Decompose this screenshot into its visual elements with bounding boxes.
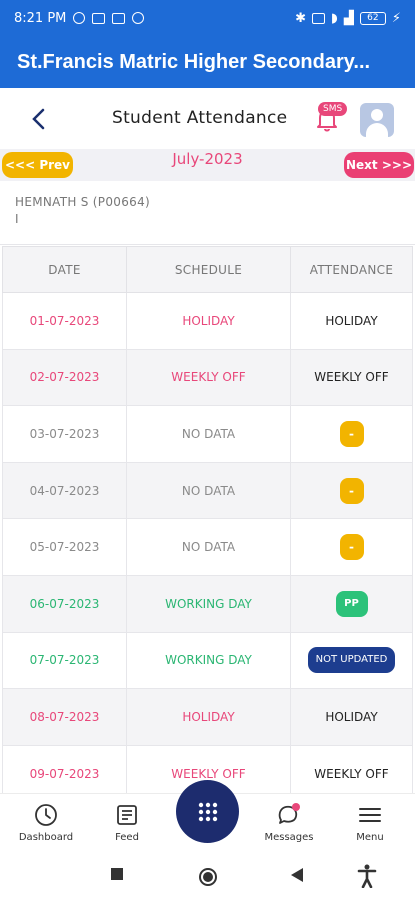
- attendance-cell: -: [290, 461, 413, 520]
- nav-messages[interactable]: Messages: [254, 802, 324, 843]
- column-header-date: DATE: [2, 246, 127, 293]
- attendance-badge[interactable]: NOT UPDATED: [307, 647, 396, 674]
- schedule-cell: HOLIDAY: [126, 292, 291, 350]
- keypad-fab-button[interactable]: [176, 780, 239, 843]
- avatar-head-icon: [371, 109, 383, 121]
- back-triangle-icon[interactable]: [290, 867, 304, 883]
- avatar-body-icon: [366, 123, 388, 137]
- attendance-text: HOLIDAY: [325, 709, 378, 724]
- chevron-left-icon: [32, 108, 45, 130]
- accessibility-icon[interactable]: [357, 864, 377, 888]
- avatar[interactable]: [360, 103, 394, 137]
- column-header-schedule: SCHEDULE: [126, 246, 291, 293]
- status-bar: 8:21 PM ✱ ◗ ▟ 62 ⚡: [0, 0, 415, 36]
- table-row[interactable]: 06-07-2023 WORKING DAY PP: [2, 574, 413, 633]
- table-row[interactable]: 05-07-2023 NO DATA -: [2, 518, 413, 576]
- table-row[interactable]: 04-07-2023 NO DATA -: [2, 461, 413, 520]
- table-row[interactable]: 02-07-2023 WEEKLY OFF WEEKLY OFF: [2, 348, 413, 407]
- schedule-cell: WEEKLY OFF: [126, 348, 291, 407]
- student-info: HEMNATH S (P00664) I: [0, 181, 415, 245]
- date-cell: 04-07-2023: [2, 461, 127, 520]
- schedule-cell: NO DATA: [126, 461, 291, 520]
- nav-dashboard-label: Dashboard: [18, 832, 74, 843]
- month-navigation: July-2023 <<< Prev Next >>>: [0, 149, 415, 181]
- table-header-row: DATE SCHEDULE ATTENDANCE: [2, 246, 413, 293]
- battery-icon: 62: [359, 11, 386, 25]
- attendance-text: WEEKLY OFF: [314, 766, 389, 781]
- wifi-icon: ◗: [331, 10, 338, 26]
- nav-menu[interactable]: Menu: [335, 802, 405, 843]
- feed-icon: [117, 805, 137, 825]
- nav-feed[interactable]: Feed: [92, 802, 162, 843]
- schedule-cell: NO DATA: [126, 405, 291, 463]
- table-row[interactable]: 08-07-2023 HOLIDAY HOLIDAY: [2, 688, 413, 746]
- sms-badge: SMS: [318, 102, 348, 116]
- date-cell: 01-07-2023: [2, 292, 127, 350]
- attendance-cell: PP: [290, 574, 413, 633]
- back-button[interactable]: [24, 104, 54, 134]
- dashboard-icon: [35, 804, 57, 826]
- schedule-cell: WORKING DAY: [126, 631, 291, 690]
- table-row[interactable]: 07-07-2023 WORKING DAY NOT UPDATED: [2, 631, 413, 690]
- month-label: July-2023: [172, 150, 243, 168]
- column-header-attendance: ATTENDANCE: [290, 246, 413, 293]
- attendance-text: HOLIDAY: [325, 313, 378, 328]
- attendance-cell: -: [290, 518, 413, 576]
- date-cell: 07-07-2023: [2, 631, 127, 690]
- attendance-cell: HOLIDAY: [290, 292, 413, 350]
- date-cell: 08-07-2023: [2, 688, 127, 746]
- date-cell: 05-07-2023: [2, 518, 127, 576]
- menu-icon: [359, 808, 381, 822]
- notification-icon: [112, 12, 126, 24]
- nav-menu-label: Menu: [356, 832, 384, 843]
- student-name: HEMNATH S (P00664): [15, 195, 150, 209]
- student-class: I: [15, 212, 19, 226]
- attendance-cell: HOLIDAY: [290, 688, 413, 746]
- next-month-button[interactable]: Next >>>: [344, 152, 414, 178]
- attendance-cell: -: [290, 405, 413, 463]
- attendance-badge[interactable]: -: [339, 420, 364, 447]
- bluetooth-icon: ✱: [295, 10, 306, 26]
- signal-icon: ▟: [343, 10, 354, 26]
- prev-month-button[interactable]: <<< Prev: [2, 152, 73, 178]
- table-row[interactable]: 03-07-2023 NO DATA -: [2, 405, 413, 463]
- schedule-cell: NO DATA: [126, 518, 291, 576]
- page-header: Student Attendance: [0, 92, 415, 148]
- attendance-table: DATE SCHEDULE ATTENDANCE 01-07-2023 HOLI…: [2, 246, 413, 803]
- attendance-badge[interactable]: PP: [335, 590, 368, 617]
- attendance-text: WEEKLY OFF: [314, 370, 389, 385]
- battery-level: 62: [367, 13, 379, 23]
- schedule-cell: WORKING DAY: [126, 574, 291, 633]
- status-time: 8:21 PM: [14, 10, 67, 26]
- table-row[interactable]: 01-07-2023 HOLIDAY HOLIDAY: [2, 292, 413, 350]
- nav-feed-label: Feed: [115, 832, 139, 843]
- volte-icon: [312, 12, 325, 24]
- app-bar: St.Francis Matric Higher Secondary...: [0, 36, 415, 88]
- date-cell: 03-07-2023: [2, 405, 127, 463]
- charging-icon: ⚡: [391, 10, 401, 26]
- date-cell: 06-07-2023: [2, 574, 127, 633]
- home-icon[interactable]: [198, 867, 218, 887]
- nav-dashboard[interactable]: Dashboard: [11, 802, 81, 843]
- schedule-cell: HOLIDAY: [126, 688, 291, 746]
- attendance-cell: WEEKLY OFF: [290, 348, 413, 407]
- attendance-cell: NOT UPDATED: [290, 631, 413, 690]
- alarm-icon: [73, 12, 86, 24]
- messages-icon: [278, 803, 300, 824]
- page-title: Student Attendance: [112, 108, 288, 128]
- system-navigation: [0, 853, 415, 900]
- recents-icon[interactable]: [110, 867, 124, 881]
- attendance-badge[interactable]: -: [339, 477, 364, 504]
- date-cell: 02-07-2023: [2, 348, 127, 407]
- app-status-icon: [132, 12, 145, 24]
- app-title: St.Francis Matric Higher Secondary...: [17, 50, 371, 73]
- mail-icon: [92, 12, 106, 24]
- nav-messages-label: Messages: [264, 832, 314, 843]
- keypad-grid-icon: [198, 802, 217, 821]
- attendance-badge[interactable]: -: [339, 534, 364, 561]
